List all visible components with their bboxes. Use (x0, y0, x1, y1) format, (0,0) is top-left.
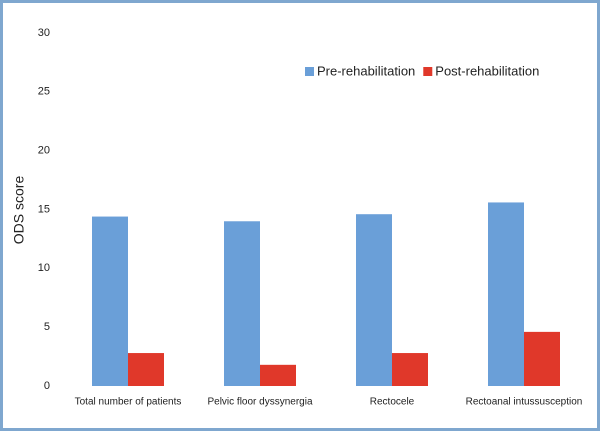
bar (128, 353, 164, 386)
y-tick-label: 0 (44, 380, 50, 392)
bar (356, 214, 392, 386)
bar (524, 331, 560, 386)
y-tick-label: 30 (38, 27, 50, 39)
bar (260, 364, 296, 386)
bar (92, 216, 128, 386)
legend-label: Pre-rehabilitation (317, 63, 415, 78)
y-axis-label: ODS score (11, 176, 27, 245)
legend-swatch (305, 67, 314, 76)
bar (224, 221, 260, 386)
legend-swatch (423, 67, 433, 76)
bar (488, 202, 524, 386)
x-tick-label: Total number of patients (75, 397, 182, 408)
legend-label: Post-rehabilitation (435, 63, 539, 78)
x-tick-label: Rectocele (370, 397, 415, 408)
y-tick-label: 25 (38, 86, 50, 98)
y-tick-label: 20 (38, 145, 50, 157)
y-tick-label: 10 (38, 262, 50, 274)
x-tick-label: Pelvic floor dyssynergia (207, 397, 312, 408)
bar (392, 353, 428, 386)
y-tick-label: 15 (38, 203, 50, 215)
y-tick-label: 5 (44, 321, 50, 333)
x-tick-label: Rectoanal intussusception (466, 397, 583, 408)
